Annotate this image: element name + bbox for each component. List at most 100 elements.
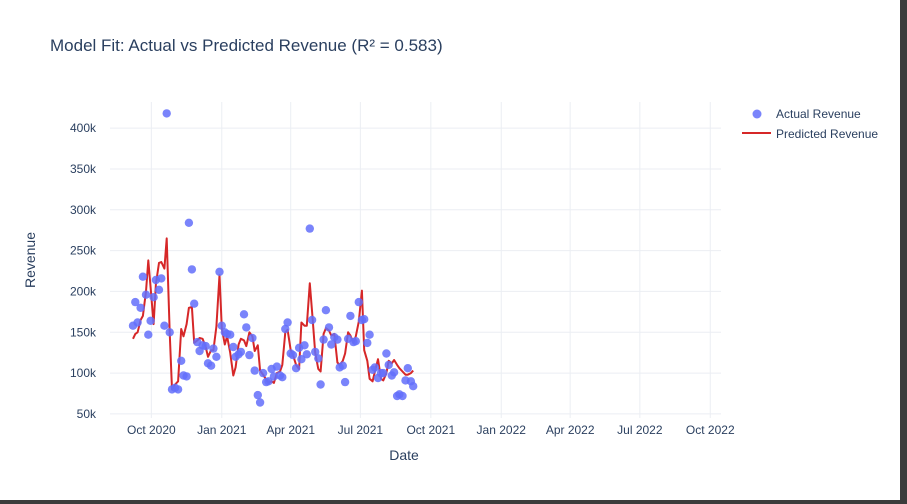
actual-revenue-point[interactable]	[340, 377, 350, 387]
actual-revenue-point[interactable]	[327, 340, 336, 349]
actual-revenue-point[interactable]	[138, 272, 148, 281]
x-tick-label: Jul 2022	[617, 423, 663, 437]
legend-item-actual[interactable]: Actual Revenue	[752, 107, 862, 121]
actual-revenue-point[interactable]	[212, 352, 221, 361]
actual-revenue-point[interactable]	[283, 318, 292, 327]
actual-revenue-point[interactable]	[398, 391, 407, 401]
actual-revenue-point[interactable]	[146, 316, 155, 325]
actual-revenue-point[interactable]	[229, 342, 238, 352]
actual-revenue-point[interactable]	[281, 324, 290, 334]
actual-revenue-point[interactable]	[305, 224, 314, 233]
actual-revenue-point[interactable]	[291, 364, 301, 373]
actual-revenue-point[interactable]	[253, 390, 262, 400]
actual-revenue-point[interactable]	[236, 347, 246, 357]
actual-revenue-point[interactable]	[141, 290, 151, 299]
actual-revenue-point[interactable]	[165, 328, 174, 337]
actual-revenue-point[interactable]	[245, 350, 254, 360]
chart-title: Model Fit: Actual vs Predicted Revenue (…	[50, 36, 443, 55]
y-tick-label: 350k	[70, 162, 97, 176]
actual-revenue-point[interactable]	[319, 335, 328, 344]
actual-revenue-point[interactable]	[258, 368, 268, 378]
x-axis-title: Date	[389, 447, 419, 463]
actual-revenue-point[interactable]	[363, 338, 372, 348]
actual-revenue-point[interactable]	[173, 385, 183, 394]
x-tick-label: Oct 2022	[686, 423, 735, 437]
x-tick-label: Jan 2021	[197, 423, 247, 437]
actual-revenue-point[interactable]	[242, 323, 251, 332]
actual-revenue-point[interactable]	[187, 265, 197, 274]
actual-revenue-point[interactable]	[182, 372, 191, 381]
actual-revenue-point[interactable]	[255, 398, 265, 407]
actual-revenue-point[interactable]	[311, 347, 320, 357]
y-tick-label: 50k	[77, 407, 97, 421]
y-tick-label: 150k	[70, 325, 97, 339]
x-tick-labels: Oct 2020 Jan 2021 Apr 2021 Jul 2021 Oct 2021…	[127, 423, 735, 437]
actual-revenue-point[interactable]	[338, 361, 347, 370]
x-tick-label: Jan 2022	[477, 423, 527, 437]
actual-revenue-point[interactable]	[160, 321, 169, 330]
actual-revenue-point[interactable]	[314, 354, 323, 363]
actual-revenue-point[interactable]	[190, 299, 199, 308]
actual-revenue-point[interactable]	[365, 330, 374, 339]
actual-revenue-point[interactable]	[136, 303, 145, 312]
actual-revenue-point[interactable]	[354, 297, 363, 307]
actual-revenue-point[interactable]	[360, 315, 369, 324]
actual-revenue-point[interactable]	[177, 356, 186, 365]
actual-revenue-point[interactable]	[370, 363, 380, 372]
actual-revenue-point[interactable]	[403, 364, 412, 373]
actual-revenue-point[interactable]	[379, 368, 388, 378]
actual-revenue-point[interactable]	[264, 377, 273, 386]
actual-revenue-point[interactable]	[382, 349, 391, 358]
actual-revenue-point[interactable]	[206, 361, 216, 370]
actual-revenue-point[interactable]	[149, 293, 158, 302]
legend-label-actual: Actual Revenue	[776, 107, 861, 121]
y-tick-label: 300k	[70, 203, 97, 217]
actual-revenue-point[interactable]	[321, 306, 331, 315]
actual-revenue-point[interactable]	[297, 355, 306, 364]
actual-revenue-point[interactable]	[389, 368, 399, 377]
actual-revenue-point[interactable]	[302, 350, 311, 359]
legend-item-predicted[interactable]: Predicted Revenue	[742, 127, 878, 141]
actual-revenue-point[interactable]	[144, 330, 153, 339]
actual-revenue-point[interactable]	[278, 373, 287, 382]
y-tick-label: 200k	[70, 284, 97, 298]
actual-revenue-point[interactable]	[250, 366, 259, 375]
y-tick-label: 100k	[70, 366, 97, 380]
actual-revenue-point[interactable]	[324, 323, 334, 332]
actual-revenue-point[interactable]	[226, 330, 235, 339]
actual-revenue-point[interactable]	[307, 315, 317, 325]
actual-revenue-point[interactable]	[316, 380, 325, 389]
actual-revenue-point[interactable]	[300, 341, 309, 350]
x-tick-label: Oct 2021	[406, 423, 455, 437]
actual-revenue-point[interactable]	[209, 344, 218, 353]
x-tick-label: Jul 2021	[338, 423, 384, 437]
predicted-revenue-line[interactable]	[132, 237, 414, 391]
actual-series	[128, 109, 418, 407]
actual-revenue-point[interactable]	[239, 310, 249, 319]
actual-revenue-point[interactable]	[162, 109, 171, 118]
actual-revenue-point[interactable]	[333, 335, 342, 344]
y-tick-label: 400k	[70, 121, 97, 135]
actual-revenue-point[interactable]	[248, 333, 257, 343]
actual-revenue-point[interactable]	[131, 297, 140, 307]
actual-revenue-point[interactable]	[184, 218, 194, 227]
actual-revenue-point[interactable]	[288, 350, 298, 360]
actual-revenue-point[interactable]	[133, 318, 142, 327]
actual-revenue-point[interactable]	[217, 321, 226, 330]
x-tick-label: Oct 2020	[127, 423, 176, 437]
legend[interactable]: Actual Revenue Predicted Revenue	[742, 107, 878, 141]
actual-revenue-point[interactable]	[346, 311, 355, 321]
y-tick-label: 250k	[70, 244, 97, 258]
actual-revenue-point[interactable]	[351, 337, 360, 346]
actual-revenue-point[interactable]	[201, 341, 210, 351]
actual-revenue-point[interactable]	[384, 360, 393, 370]
actual-revenue-point[interactable]	[272, 362, 282, 371]
y-axis-title: Revenue	[22, 232, 38, 288]
actual-revenue-point[interactable]	[215, 267, 224, 276]
actual-revenue-point[interactable]	[409, 382, 418, 391]
actual-revenue-point[interactable]	[154, 285, 164, 294]
grid-layer	[110, 102, 721, 418]
actual-revenue-point[interactable]	[157, 274, 166, 283]
